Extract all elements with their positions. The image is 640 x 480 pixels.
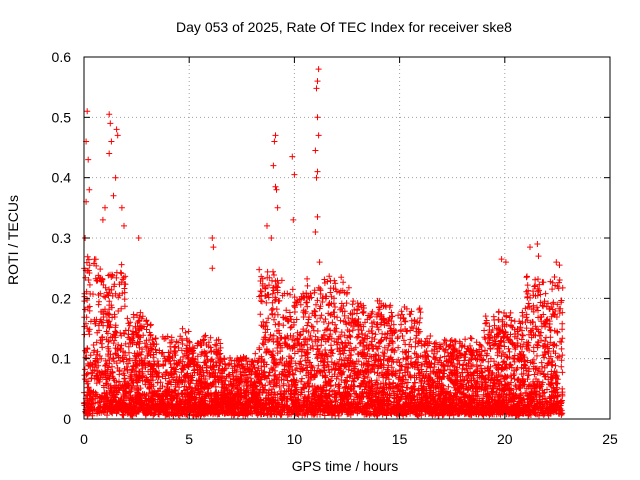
y-tick-label: 0.6 [52, 49, 72, 65]
y-tick-labels: 0 0.1 0.2 0.3 0.4 0.5 0.6 [52, 49, 72, 427]
x-tick-label: 0 [80, 431, 88, 447]
x-tick-label: 20 [497, 431, 513, 447]
chart-title: Day 053 of 2025, Rate Of TEC Index for r… [176, 19, 512, 35]
y-tick-label: 0.5 [52, 109, 72, 125]
grid-lines [84, 57, 610, 419]
x-tick-label: 15 [392, 431, 408, 447]
y-tick-label: 0.1 [52, 351, 72, 367]
y-tick-label: 0.3 [52, 230, 72, 246]
y-tick-label: 0.2 [52, 290, 72, 306]
scatter-markers [81, 66, 566, 419]
x-tick-label: 25 [602, 431, 618, 447]
x-tick-label: 10 [287, 431, 303, 447]
x-axis-label: GPS time / hours [292, 458, 399, 474]
y-axis-label: ROTI / TECUs [5, 195, 21, 285]
y-tick-label: 0 [63, 411, 71, 427]
y-tick-label: 0.4 [52, 170, 72, 186]
data-points [81, 66, 566, 419]
x-tick-label: 5 [185, 431, 193, 447]
x-tick-labels: 0 5 10 15 20 25 [80, 431, 618, 447]
plot-frame [83, 56, 611, 420]
